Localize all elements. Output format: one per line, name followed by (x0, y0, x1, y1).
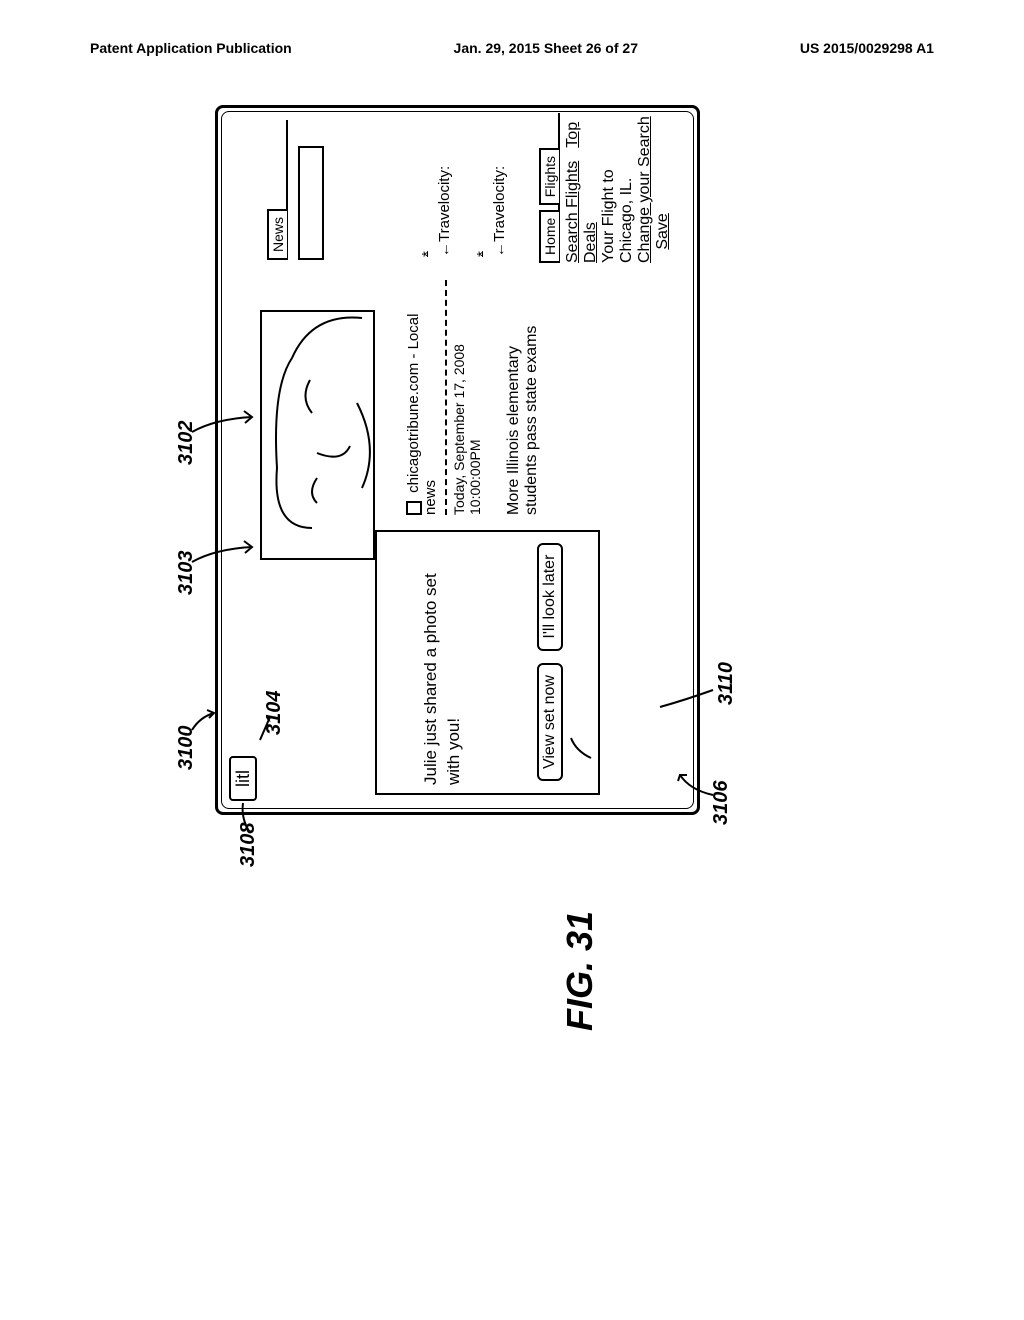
video-panel (260, 310, 375, 560)
ref-leader-3110 (566, 723, 596, 763)
figure-label: FIG. 31 (559, 911, 601, 1031)
tab-home[interactable]: Home (539, 210, 559, 263)
dialog-behind (375, 530, 393, 795)
diagram: litl Julie just shared a photo set with … (215, 105, 795, 815)
leader-3110 (655, 675, 715, 715)
news-sidebar: News (265, 120, 324, 260)
dialog-message: Julie just shared a photo set with you! (420, 540, 466, 785)
leader-3106 (675, 765, 715, 805)
view-set-button[interactable]: View set now (537, 663, 563, 781)
news-headline-1: More Illinois elementary (505, 280, 523, 515)
look-later-button[interactable]: I'll look later (537, 543, 563, 651)
news-search-input[interactable] (298, 146, 324, 260)
share-dialog: Julie just shared a photo set with you! … (390, 530, 600, 795)
face-icon (262, 308, 377, 558)
travelocity-label-2: Travelocity: (491, 166, 508, 242)
star-icon: * (419, 251, 436, 257)
bookmark-icon (406, 501, 422, 515)
leader-3100 (190, 705, 220, 735)
logo-text: litl (233, 770, 253, 787)
travelocity-label-1: Travelocity: (436, 166, 453, 242)
news-headline-2: students pass state exams (523, 280, 541, 515)
page-header: Patent Application Publication Jan. 29, … (0, 40, 1024, 56)
tab-news[interactable]: News (267, 209, 287, 260)
travelocity-2: * ←Travelocity: (475, 166, 508, 257)
save-link[interactable]: Save (654, 213, 671, 249)
header-left: Patent Application Publication (90, 40, 292, 56)
leader-3103 (190, 537, 260, 567)
tab-flights[interactable]: Flights (539, 148, 559, 205)
your-flight-text: Your Flight to Chicago, IL. (600, 113, 636, 263)
news-source: chicagotribune.com - Local news (405, 314, 439, 515)
leader-3108 (237, 801, 255, 833)
leader-3102 (190, 407, 260, 437)
header-center: Jan. 29, 2015 Sheet 26 of 27 (454, 40, 638, 56)
flights-section: Home Flights Search Flights Top Deals Yo… (537, 113, 672, 263)
star-icon-2: * (474, 251, 491, 257)
change-search-link[interactable]: Change your Search (636, 116, 653, 263)
ref-3110: 3110 (715, 662, 738, 705)
header-right: US 2015/0029298 A1 (800, 40, 934, 56)
logo-box: litl (229, 756, 257, 801)
search-flights-link[interactable]: Search Flights (564, 161, 581, 263)
back-arrow-icon: ← (436, 242, 453, 257)
travelocity-1: * ←Travelocity: (420, 166, 453, 257)
news-date: Today, September 17, 2008 10:00:00PM (451, 280, 483, 515)
leader-3104 (255, 715, 275, 745)
back-arrow-icon-2: ← (491, 242, 508, 257)
local-news-panel: chicagotribune.com - Local news Today, S… (405, 280, 541, 515)
